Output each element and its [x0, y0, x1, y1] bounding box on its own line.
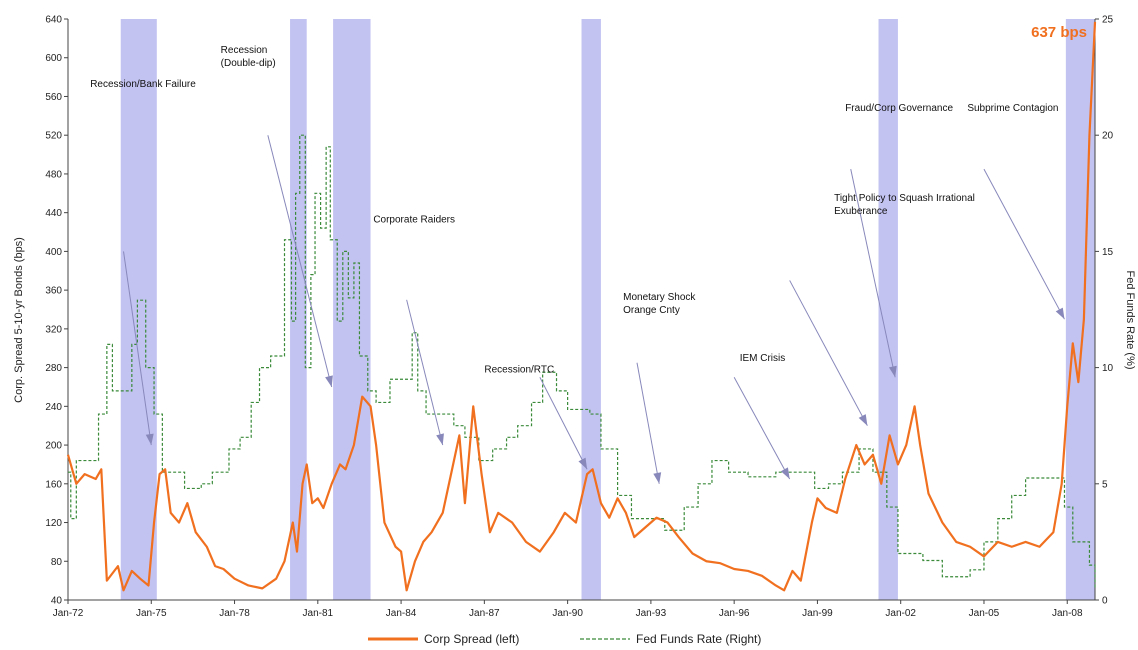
- annotation-arrow-line: [123, 251, 152, 446]
- y-right-tick-label: 10: [1102, 363, 1114, 374]
- annotation-label: Monetary Shock: [623, 292, 696, 303]
- y-left-tick-label: 120: [45, 518, 62, 529]
- annotation-arrowhead: [325, 375, 333, 387]
- y-right-tick-label: 20: [1102, 131, 1114, 142]
- annotation-label: Fraud/Corp Governance: [845, 103, 953, 114]
- annotation-arrow-line: [539, 377, 588, 470]
- axes: 4080120160200240280320360400440480520560…: [45, 15, 1113, 620]
- x-tick-label: Jan-02: [885, 608, 916, 619]
- y-left-tick-label: 640: [45, 15, 62, 26]
- x-tick-label: Jan-78: [219, 608, 250, 619]
- y-left-tick-label: 40: [51, 596, 63, 607]
- annotation-arrowhead: [780, 467, 790, 479]
- legend: Corp Spread (left) Fed Funds Rate (Right…: [368, 632, 761, 646]
- annotation-label: Recession: [221, 45, 268, 56]
- annotation-arrowhead: [436, 433, 444, 446]
- y-right-tick-label: 0: [1102, 596, 1108, 607]
- annotation-label: IEM Crisis: [740, 353, 786, 364]
- y-left-tick-label: 200: [45, 441, 62, 452]
- annotation-arrow-line: [733, 377, 791, 480]
- y-right-tick-label: 25: [1102, 15, 1114, 26]
- x-tick-label: Jan-84: [386, 608, 417, 619]
- y-left-tick-label: 80: [51, 557, 63, 568]
- annotation-label: Exuberance: [834, 206, 888, 217]
- y-left-tick-label: 560: [45, 92, 62, 103]
- x-tick-label: Jan-72: [53, 608, 84, 619]
- y-right-tick-label: 15: [1102, 247, 1114, 258]
- annotation-label: (Double-dip): [221, 58, 276, 69]
- recession-band: [120, 19, 157, 600]
- annotations: Recession/Bank Failure Recession (Double-d…: [90, 45, 1058, 376]
- annotation-arrowhead: [1055, 307, 1065, 320]
- annotation-label: Recession/RTC: [484, 364, 554, 375]
- y-left-tick-label: 440: [45, 208, 62, 219]
- annotation-arrow-line: [406, 299, 444, 446]
- x-tick-label: Jan-05: [969, 608, 1000, 619]
- recession-band: [290, 19, 307, 600]
- series-lines: [66, 21, 1097, 592]
- series-fed-funds-line: [68, 134, 1096, 589]
- annotation-label: Subprime Contagion: [967, 103, 1058, 114]
- annotation-arrows: [123, 135, 1065, 484]
- legend-corp-spread-label: Corp Spread (left): [424, 632, 519, 646]
- annotation-arrowhead: [858, 414, 868, 426]
- x-tick-label: Jan-96: [719, 608, 750, 619]
- y-left-tick-label: 600: [45, 53, 62, 64]
- x-tick-label: Jan-81: [303, 608, 334, 619]
- x-tick-label: Jan-93: [636, 608, 667, 619]
- y-left-tick-label: 160: [45, 479, 62, 490]
- recession-band: [333, 19, 371, 600]
- legend-fed-funds-label: Fed Funds Rate (Right): [636, 632, 761, 646]
- annotation-arrowhead: [888, 365, 897, 378]
- recession-band: [581, 19, 601, 600]
- annotation-label: Orange Cnty: [623, 305, 680, 316]
- x-tick-label: Jan-99: [802, 608, 833, 619]
- x-tick-label: Jan-87: [469, 608, 500, 619]
- series-corp-spread-line: [66, 21, 1097, 592]
- y-axis-right-label: Fed Funds Rate (%): [1124, 270, 1136, 369]
- annotation-arrow-line: [267, 135, 333, 388]
- y-axis-left-label: Corp. Spread 5-10-yr Bonds (bps): [13, 237, 25, 403]
- y-left-tick-label: 480: [45, 169, 62, 180]
- annotation-arrow-line: [789, 280, 868, 426]
- y-left-tick-label: 240: [45, 402, 62, 413]
- x-tick-label: Jan-75: [136, 608, 167, 619]
- y-left-tick-label: 280: [45, 363, 62, 374]
- y-left-tick-label: 360: [45, 286, 62, 297]
- annotation-label: Tight Policy to Squash Irrational: [834, 193, 975, 204]
- y-left-tick-label: 400: [45, 247, 62, 258]
- annotation-arrowhead: [578, 457, 588, 470]
- annotation-arrowhead: [653, 472, 662, 484]
- annotation-arrow-line: [983, 168, 1065, 320]
- x-tick-label: Jan-08: [1052, 608, 1083, 619]
- recession-band: [878, 19, 898, 600]
- latest-spread-callout: 637 bps: [1031, 24, 1087, 41]
- annotation-arrow-line: [636, 362, 660, 484]
- annotation-label: Recession/Bank Failure: [90, 79, 196, 90]
- recession-bands: [120, 19, 1095, 600]
- y-left-tick-label: 520: [45, 131, 62, 142]
- annotation-arrow-line: [850, 168, 896, 378]
- annotation-arrowhead: [145, 433, 154, 446]
- y-left-tick-label: 320: [45, 324, 62, 335]
- annotation-label: Corporate Raiders: [373, 214, 455, 225]
- y-right-tick-label: 5: [1102, 479, 1108, 490]
- x-tick-label: Jan-90: [552, 608, 583, 619]
